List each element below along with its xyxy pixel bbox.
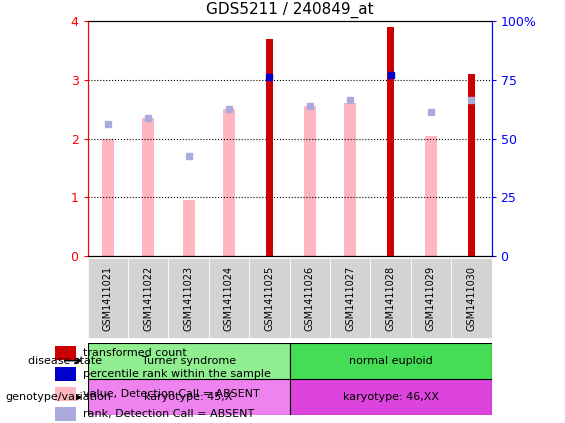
Text: normal euploid: normal euploid: [349, 356, 432, 365]
Bar: [55, 367, 76, 381]
Bar: [55, 387, 76, 401]
Text: transformed count: transformed count: [84, 348, 187, 358]
Bar: [223, 109, 235, 256]
Text: disease state: disease state: [28, 356, 102, 365]
Bar: [304, 106, 316, 256]
Text: karyotype: 45,X: karyotype: 45,X: [145, 393, 233, 402]
Text: karyotype: 46,XX: karyotype: 46,XX: [342, 393, 438, 402]
Bar: [468, 74, 475, 256]
Text: GSM1411027: GSM1411027: [345, 266, 355, 331]
Bar: [290, 258, 330, 338]
Bar: [88, 379, 290, 415]
Text: GSM1411026: GSM1411026: [305, 266, 315, 331]
Bar: [371, 258, 411, 338]
Bar: [425, 136, 437, 256]
Text: GSM1411025: GSM1411025: [264, 266, 275, 331]
Text: GSM1411028: GSM1411028: [385, 266, 396, 331]
Text: rank, Detection Call = ABSENT: rank, Detection Call = ABSENT: [84, 409, 255, 419]
Text: GSM1411023: GSM1411023: [184, 266, 194, 331]
Text: GSM1411029: GSM1411029: [426, 266, 436, 331]
Bar: [451, 258, 492, 338]
Bar: [88, 258, 128, 338]
Text: GSM1411022: GSM1411022: [143, 266, 153, 331]
Text: GSM1411021: GSM1411021: [103, 266, 113, 331]
Bar: [88, 343, 290, 379]
Bar: [266, 39, 273, 256]
Bar: [55, 346, 76, 360]
Bar: [330, 258, 371, 338]
Text: GSM1411030: GSM1411030: [466, 266, 476, 331]
Bar: [411, 258, 451, 338]
Text: value, Detection Call = ABSENT: value, Detection Call = ABSENT: [84, 389, 260, 399]
Bar: [344, 103, 356, 256]
Title: GDS5211 / 240849_at: GDS5211 / 240849_at: [206, 2, 373, 19]
Bar: [142, 118, 154, 256]
Bar: [290, 379, 492, 415]
Bar: [182, 200, 194, 256]
Bar: [387, 27, 394, 256]
Bar: [168, 258, 209, 338]
Bar: [209, 258, 249, 338]
Bar: [55, 407, 76, 421]
Text: percentile rank within the sample: percentile rank within the sample: [84, 369, 271, 379]
Text: genotype/variation: genotype/variation: [6, 393, 112, 402]
Bar: [102, 139, 114, 256]
Bar: [128, 258, 168, 338]
Bar: [249, 258, 289, 338]
Bar: [290, 343, 492, 379]
Text: Turner syndrome: Turner syndrome: [141, 356, 236, 365]
Text: GSM1411024: GSM1411024: [224, 266, 234, 331]
